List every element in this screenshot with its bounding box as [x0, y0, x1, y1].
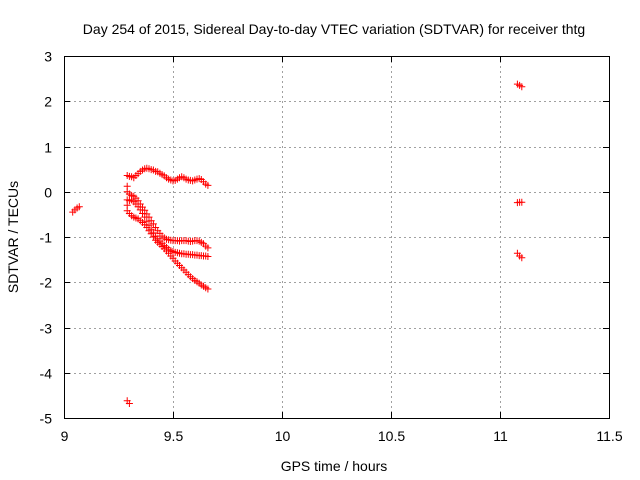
y-tick-label: -3 [40, 321, 53, 337]
y-tick-label: 2 [44, 94, 52, 110]
data-point [518, 198, 526, 206]
data-point [204, 253, 212, 260]
data-point [204, 285, 212, 293]
chart-title: Day 254 of 2015, Sidereal Day-to-day VTE… [83, 21, 585, 37]
y-tick-label: 1 [44, 140, 52, 156]
data-point [141, 213, 149, 221]
data-point [204, 181, 212, 189]
y-tick-label: -1 [40, 230, 53, 246]
y-tick-label: 0 [44, 185, 52, 201]
x-axis-label: GPS time / hours [281, 458, 388, 474]
tick-label-layer: 9 9.5 10 10.5 11 11.5 -5 -4 -3 -2 -1 0 1 2 3 [40, 49, 623, 445]
tick-layer [64, 56, 610, 419]
plot-frame [64, 56, 610, 419]
x-tick-label: 11 [493, 428, 508, 444]
data-point [139, 210, 146, 217]
x-tick-label: 9.5 [164, 428, 184, 444]
x-tick-label: 10.5 [378, 428, 405, 444]
y-tick-label: -4 [40, 366, 53, 382]
data-point [518, 83, 526, 91]
x-tick-label: 9 [61, 428, 69, 444]
data-point [136, 206, 144, 214]
data-point [149, 220, 157, 228]
y-axis-label: SDTVAR / TECUs [5, 181, 21, 293]
data-point [143, 217, 151, 225]
y-tick-label: -5 [40, 411, 53, 427]
x-tick-label: 11.5 [596, 428, 622, 444]
data-point [518, 254, 526, 262]
y-tick-label: -2 [40, 275, 53, 291]
data-point [75, 203, 83, 211]
grid-layer [64, 56, 609, 418]
data-point [125, 400, 133, 407]
y-tick-label: 3 [44, 49, 52, 65]
data-point [204, 244, 212, 252]
data-points-layer [69, 80, 526, 407]
x-tick-label: 10 [275, 428, 291, 444]
